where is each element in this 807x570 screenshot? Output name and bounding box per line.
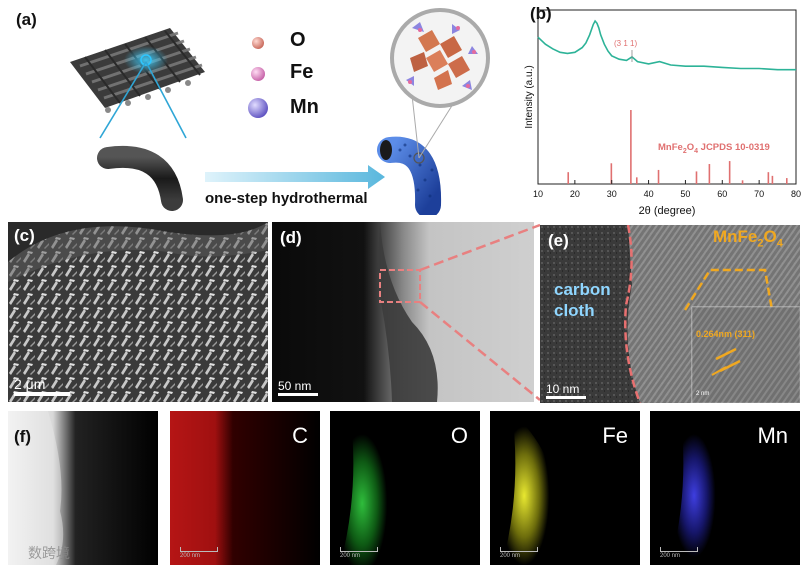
panel-label-c: (c) bbox=[14, 226, 35, 245]
x-axis-label: 2θ (degree) bbox=[639, 205, 696, 217]
x-tick-label-6: 70 bbox=[754, 189, 764, 199]
process-arrow bbox=[205, 165, 385, 189]
y-axis-label: Intensity (a.u.) bbox=[524, 65, 535, 128]
x-tick-label-2: 30 bbox=[607, 189, 617, 199]
scale-bar-d: 50 nm bbox=[278, 379, 318, 396]
panel-a: (a) bbox=[0, 0, 520, 215]
panel-label-f: (f) bbox=[14, 427, 31, 446]
crystal-structure-graphic bbox=[390, 8, 490, 108]
eds-map-haadf: (f) 数跨境 bbox=[8, 411, 158, 565]
plot-frame bbox=[537, 9, 797, 185]
reference-label: MnFe2O4 JCPDS 10-0319 bbox=[658, 142, 770, 155]
scale-bar-e: 10 nm bbox=[546, 382, 586, 399]
scale-bar-c: 2 μm bbox=[14, 376, 70, 396]
x-tick-label-3: 40 bbox=[644, 189, 654, 199]
x-tick-label-1: 20 bbox=[570, 189, 580, 199]
x-tick-label-7: 80 bbox=[791, 189, 801, 199]
mn-atom-icon bbox=[248, 98, 268, 118]
peak-annotation: (3 1 1) bbox=[614, 39, 637, 48]
carbon-cloth-graphic bbox=[70, 28, 205, 113]
scale-bar-f-c: 200 nm bbox=[180, 547, 218, 559]
panel-label-a: (a) bbox=[16, 10, 37, 29]
panel-b: (b) (3 1 1) MnFe2O4 JCPDS 10-0319 10 20 30 40… bbox=[520, 0, 807, 225]
o-atom-icon bbox=[252, 37, 264, 49]
mnfe2o4-label-main2: O bbox=[763, 227, 777, 246]
panel-e-hrtem: (e) carbon cloth MnFe2O4 0.264nm (311) 2… bbox=[540, 225, 800, 403]
process-label: one-step hydrothermal bbox=[205, 190, 368, 207]
legend-mn-label: Mn bbox=[290, 96, 319, 118]
eds-map-fe: Fe 200 nm bbox=[490, 411, 640, 565]
scale-label-f-fe: 200 nm bbox=[500, 553, 521, 559]
panel-c-sem: (c) 2 μm bbox=[8, 222, 268, 402]
fe-atom-icon bbox=[251, 67, 265, 81]
scale-bar-f-o: 200 nm bbox=[340, 547, 378, 559]
scale-label-d: 50 nm bbox=[278, 379, 312, 393]
carbon-fiber-graphic bbox=[97, 145, 183, 211]
xrd-chart: (3 1 1) MnFe2O4 JCPDS 10-0319 10 20 30 40 50 60… bbox=[524, 9, 801, 217]
mnfe2o4-label-main: MnFe bbox=[713, 227, 758, 246]
carbon-cloth-label: carbon cloth bbox=[554, 280, 611, 320]
scale-label-f-o: 200 nm bbox=[340, 553, 361, 559]
eds-map-c: C 200 nm bbox=[170, 411, 320, 565]
panel-label-d: (d) bbox=[280, 228, 302, 247]
scale-label-f-c: 200 nm bbox=[180, 553, 201, 559]
scale-bar-f-fe: 200 nm bbox=[500, 547, 538, 559]
inset-scale: 2 nm bbox=[696, 391, 710, 397]
mnfe2o4-label-sub2: 4 bbox=[776, 237, 783, 250]
mnfe2o4-label-sub1: 2 bbox=[757, 237, 764, 250]
scale-label-e: 10 nm bbox=[546, 382, 580, 396]
panel-label-e: (e) bbox=[548, 231, 569, 250]
panel-f: (f) 数跨境 C 200 nm O 200 nm Fe 200 nm Mn 2… bbox=[0, 405, 807, 570]
x-tick-label-0: 10 bbox=[533, 189, 543, 199]
eds-label-fe: Fe bbox=[602, 423, 628, 448]
panel-d-tem: (d) 50 nm bbox=[272, 222, 534, 402]
watermark: 数跨境 bbox=[28, 545, 70, 561]
scale-bar-f-mn: 200 nm bbox=[660, 547, 698, 559]
eds-map-o: O 200 nm bbox=[330, 411, 480, 565]
eds-label-c: C bbox=[292, 423, 308, 448]
mnfe2o4-label: MnFe2O4 bbox=[713, 227, 783, 249]
scale-label-c: 2 μm bbox=[14, 376, 46, 392]
lattice-spacing-label: 0.264nm (311) bbox=[696, 329, 756, 339]
coated-fiber-graphic bbox=[377, 136, 442, 215]
eds-label-mn: Mn bbox=[757, 423, 788, 448]
eds-label-o: O bbox=[450, 423, 468, 448]
xrd-pattern-line bbox=[537, 19, 796, 71]
x-tick-label-4: 50 bbox=[680, 189, 690, 199]
panel-label-b: (b) bbox=[530, 4, 552, 23]
eds-map-mn: Mn 200 nm bbox=[650, 411, 800, 565]
legend-o-label: O bbox=[290, 29, 306, 51]
legend-fe-label: Fe bbox=[290, 61, 314, 83]
x-tick-label-5: 60 bbox=[717, 189, 727, 199]
panel-a-schematic bbox=[70, 8, 490, 215]
scale-label-f-mn: 200 nm bbox=[660, 553, 681, 559]
